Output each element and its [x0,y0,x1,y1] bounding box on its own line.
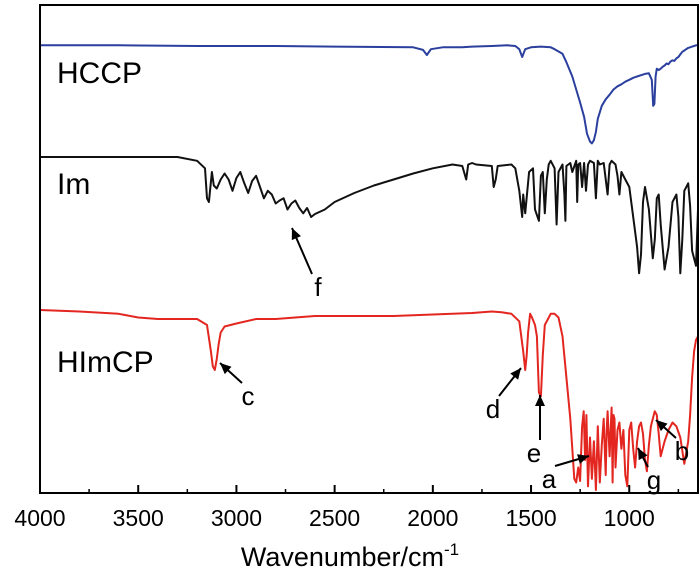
x-axis-label: Wavenumber/cm-1 [241,540,459,572]
series-layer: HCCP Im HImCP [39,44,699,491]
x-tick-label: 3000 [211,505,262,531]
series-label-im: Im [57,168,90,201]
annotation-b: b [675,436,689,466]
series-label-hccp: HCCP [57,57,142,90]
annotation-c: c [242,381,255,411]
annotation-arrowhead-d [510,368,521,380]
annotation-e: e [527,438,541,468]
annotation-arrowhead-f [291,228,301,241]
tick-layer: 4000 3500 3000 2500 2000 1500 1000 [14,485,680,531]
annotation-arrowhead-b [656,420,668,432]
annotation-arrowhead-e [535,395,545,406]
annotation-a: a [542,464,557,494]
annotation-arrowhead-c [220,363,232,375]
x-tick-label: 2000 [407,505,458,531]
x-tick-label: 2500 [309,505,360,531]
annotation-f: f [314,272,322,302]
plot-frame [39,4,699,494]
x-tick-label: 4000 [14,505,65,531]
series-line-im [40,156,699,275]
annotation-layer: f c dea gb [219,227,689,495]
x-tick-label: 3500 [113,505,164,531]
x-tick-label: 1000 [604,505,655,531]
series-line-hccp [40,44,698,145]
annotation-d: d [486,394,500,424]
x-tick-label: 1500 [505,505,556,531]
annotation-arrowhead-g [638,448,648,461]
annotation-g: g [647,465,661,495]
annotation-arrowhead-a [577,454,589,464]
series-label-himcp: HImCP [57,346,154,379]
series-line-himcp [39,309,699,491]
